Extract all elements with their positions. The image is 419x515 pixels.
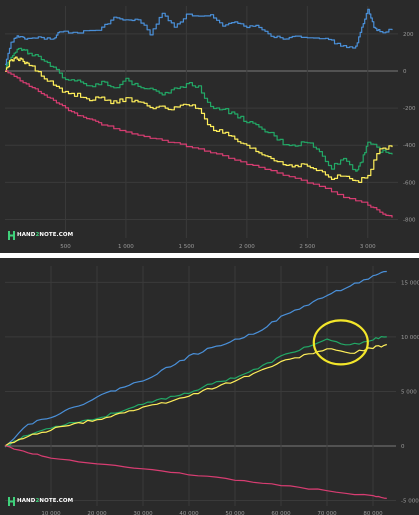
y-tick-label: 0 xyxy=(401,444,405,450)
y-tick-label: -200 xyxy=(403,106,416,112)
top-chart-plot: 200 0 -200 -400 -600 -800 500 1 000 1 500 2 000 2 … xyxy=(5,6,416,250)
blue-series-line xyxy=(5,8,393,65)
x-tick-label: 3 000 xyxy=(360,244,376,250)
hand2note-logo-icon xyxy=(8,230,15,240)
x-tick-label: 10 000 xyxy=(41,511,61,515)
x-tick-label: 2 500 xyxy=(299,244,315,250)
y-tick-label: -600 xyxy=(403,180,416,186)
x-tick-label: 500 xyxy=(60,244,71,250)
top-chart-panel: 200 0 -200 -400 -600 -800 500 1 000 1 500 2 000 2 … xyxy=(0,0,419,253)
y-tick-label: -800 xyxy=(403,217,416,223)
y-tick-label: 200 xyxy=(403,32,414,38)
watermark-text: HAND2NOTE.COM xyxy=(17,232,74,238)
watermark-logo: HAND2NOTE.COM xyxy=(8,496,73,506)
watermark-logo: HAND2NOTE.COM xyxy=(8,230,73,240)
x-tick-label: 50 000 xyxy=(225,511,245,515)
yellow-series-line xyxy=(4,343,387,447)
y-tick-label: 10 000 xyxy=(401,335,419,341)
bottom-chart-panel: 15 000 10 000 5 000 0 -5 000 10 000 20 000 30 0… xyxy=(0,258,419,515)
y-tick-label: 0 xyxy=(403,69,407,75)
x-tick-label: 80 000 xyxy=(363,511,383,515)
x-tick-label: 2 000 xyxy=(239,244,255,250)
x-tick-label: 60 000 xyxy=(271,511,291,515)
green-series-line xyxy=(5,47,393,172)
green-series-line xyxy=(4,336,387,447)
x-tick-label: 40 000 xyxy=(179,511,199,515)
x-tick-label: 20 000 xyxy=(87,511,107,515)
blue-series-line xyxy=(4,270,387,448)
x-tick-label: 1 000 xyxy=(118,244,134,250)
watermark-text: HAND2NOTE.COM xyxy=(17,498,74,504)
highlight-ring xyxy=(312,319,369,366)
x-tick-label: 30 000 xyxy=(133,511,153,515)
y-tick-label: 5 000 xyxy=(401,389,417,395)
y-tick-label: -400 xyxy=(403,143,416,149)
y-tick-label: -5 000 xyxy=(401,499,419,505)
pink-series-line xyxy=(4,445,387,499)
x-tick-label: 1 500 xyxy=(179,244,195,250)
bottom-chart-plot: 15 000 10 000 5 000 0 -5 000 10 000 20 000 30 0… xyxy=(4,266,419,515)
x-tick-label: 70 000 xyxy=(317,511,337,515)
yellow-series-line xyxy=(5,56,393,183)
y-tick-label: 15 000 xyxy=(401,280,419,286)
hand2note-logo-icon xyxy=(8,496,15,506)
pink-series-line xyxy=(5,70,393,218)
